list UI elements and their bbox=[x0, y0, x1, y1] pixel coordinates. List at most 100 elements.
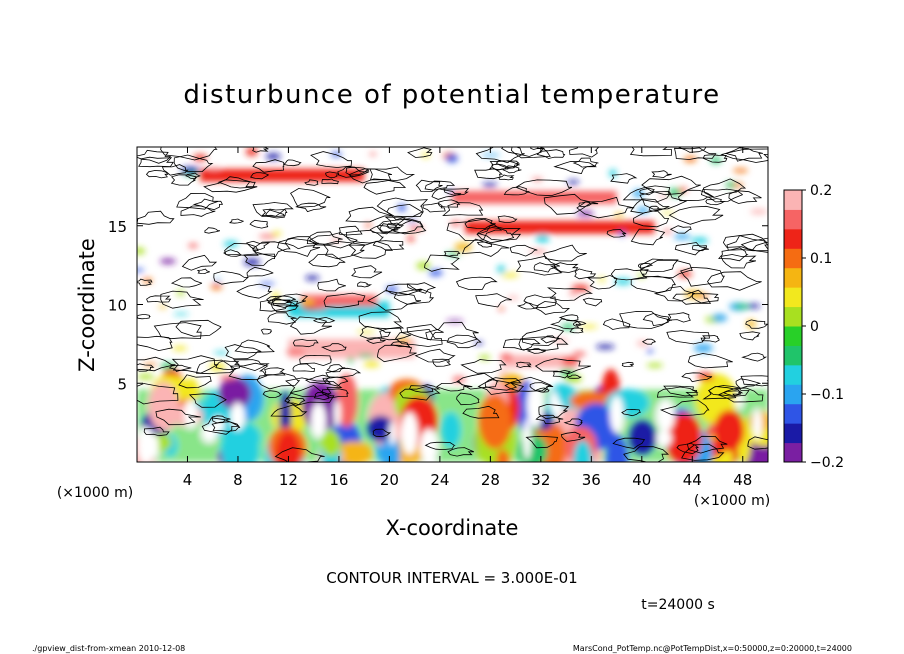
field-blob bbox=[668, 187, 682, 197]
contour-line bbox=[295, 202, 327, 213]
contour-line bbox=[518, 336, 569, 351]
contour-line bbox=[252, 147, 269, 153]
contour-line bbox=[376, 344, 417, 363]
contour-line bbox=[621, 361, 634, 368]
contour-line bbox=[619, 311, 672, 329]
contour-line bbox=[741, 352, 768, 362]
field-blob bbox=[347, 356, 354, 364]
contour-line bbox=[414, 348, 456, 363]
contour-line bbox=[337, 166, 370, 178]
field-blob bbox=[517, 434, 548, 462]
contour-line bbox=[530, 147, 543, 150]
x-tick-label: 24 bbox=[430, 471, 449, 489]
contour-line bbox=[271, 298, 299, 313]
contour-line bbox=[345, 229, 384, 244]
field-blob bbox=[445, 153, 459, 163]
contour-line bbox=[560, 431, 586, 442]
contour-line bbox=[145, 170, 169, 179]
contour-line bbox=[143, 426, 170, 437]
contour-line bbox=[681, 443, 725, 461]
heatmap-field bbox=[137, 147, 768, 462]
contour-line bbox=[379, 326, 412, 341]
contour-line bbox=[406, 324, 444, 341]
contour-line bbox=[692, 244, 707, 252]
contour-line bbox=[443, 188, 470, 196]
field-blob bbox=[401, 411, 418, 455]
field-blob bbox=[310, 402, 327, 438]
contour-lines bbox=[137, 147, 768, 462]
field-blob bbox=[214, 278, 221, 283]
contour-line bbox=[515, 179, 573, 197]
contour-line bbox=[185, 172, 201, 180]
x-tick-label: 48 bbox=[733, 471, 752, 489]
field-blob bbox=[529, 249, 547, 253]
field-blob bbox=[187, 243, 199, 249]
field-blob bbox=[647, 348, 654, 354]
field-blob bbox=[334, 441, 372, 462]
contour-line bbox=[515, 361, 532, 368]
field-blob bbox=[573, 440, 593, 462]
colorbar-band bbox=[784, 326, 802, 346]
field-blob bbox=[285, 349, 306, 355]
field-blob bbox=[441, 412, 460, 447]
contour-line bbox=[283, 159, 302, 167]
contour-line bbox=[735, 378, 761, 389]
field-blob bbox=[356, 330, 376, 334]
contour-line bbox=[338, 225, 363, 236]
colorbar-bands bbox=[784, 190, 802, 463]
contour-line bbox=[582, 297, 603, 307]
contour-line bbox=[308, 253, 346, 268]
contour-line bbox=[676, 442, 699, 455]
contour-line bbox=[292, 339, 319, 348]
contour-line bbox=[292, 363, 315, 373]
colorbar-band bbox=[784, 228, 802, 249]
colorbar-band bbox=[784, 384, 802, 405]
field-blob bbox=[137, 268, 145, 273]
contour-line bbox=[168, 364, 192, 372]
contour-line bbox=[369, 166, 416, 182]
contour-line bbox=[322, 240, 366, 260]
contour-line bbox=[234, 339, 275, 354]
field-blob bbox=[407, 235, 415, 242]
contour-line bbox=[446, 334, 482, 349]
contour-line bbox=[137, 356, 176, 372]
x-tick-label: 8 bbox=[233, 471, 243, 489]
contour-line bbox=[521, 326, 565, 346]
field-blob bbox=[369, 152, 377, 156]
contour-line bbox=[550, 318, 582, 330]
field-blob bbox=[416, 261, 432, 270]
colorbar-tick-label: −0.1 bbox=[810, 387, 844, 403]
field-blob bbox=[609, 395, 624, 433]
field-blob bbox=[507, 295, 519, 300]
contour-line bbox=[739, 331, 761, 341]
colorbar-band bbox=[784, 190, 802, 210]
contour-line bbox=[308, 232, 358, 249]
contour-line bbox=[484, 377, 522, 391]
contour-line bbox=[317, 278, 347, 292]
contour-line bbox=[271, 293, 309, 307]
contour-line bbox=[250, 172, 269, 180]
contour-line bbox=[722, 390, 744, 396]
contour-line bbox=[641, 338, 656, 345]
contour-line bbox=[497, 215, 518, 223]
field-blob bbox=[497, 370, 508, 375]
contour-line bbox=[534, 358, 592, 375]
contour-line bbox=[363, 180, 407, 195]
contour-line bbox=[138, 156, 174, 168]
field-blob bbox=[445, 319, 464, 323]
field-blob bbox=[568, 289, 579, 298]
contour-line bbox=[702, 178, 747, 198]
field-blob bbox=[628, 419, 657, 456]
field-blob bbox=[657, 194, 669, 198]
contour-line bbox=[602, 318, 631, 330]
y-axis-label: Z-coordinate bbox=[75, 238, 99, 372]
field-band bbox=[288, 339, 415, 359]
field-blob bbox=[481, 182, 498, 188]
field-blob bbox=[713, 410, 745, 452]
contour-line bbox=[641, 175, 701, 196]
field-blob bbox=[172, 345, 188, 351]
field-blob bbox=[696, 372, 715, 381]
contour-line bbox=[438, 199, 461, 208]
contour-line bbox=[181, 254, 218, 271]
y-tick-label: 15 bbox=[108, 218, 127, 236]
